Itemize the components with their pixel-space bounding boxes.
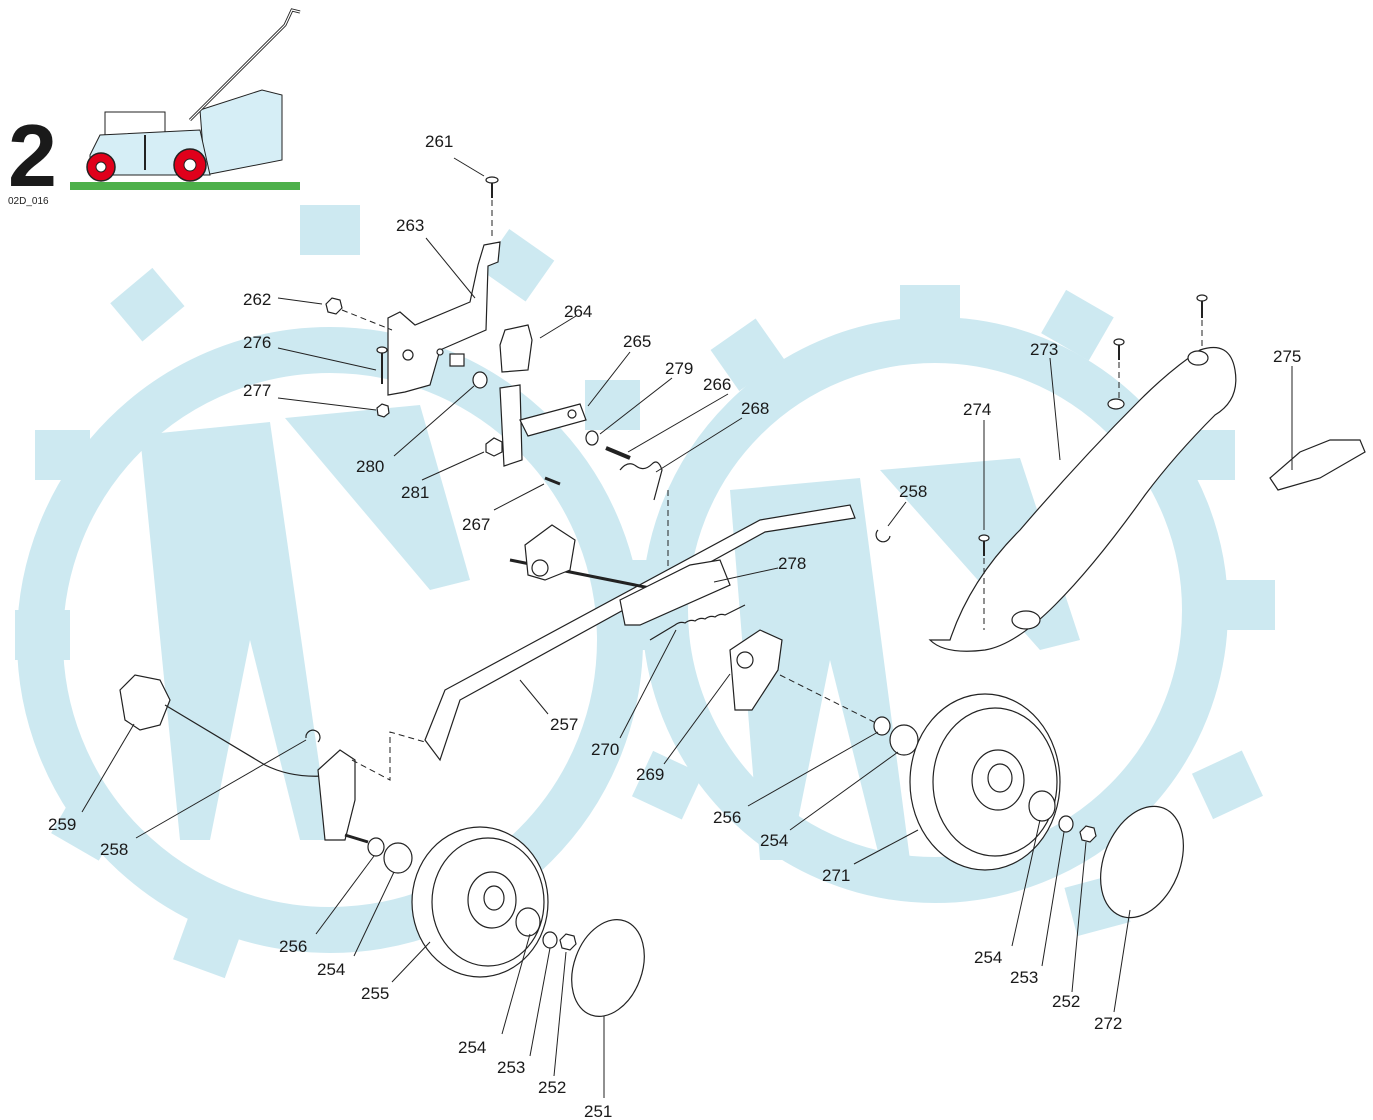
callout-254-left-a: 254: [317, 960, 345, 979]
callout-264: 264: [564, 302, 592, 321]
leader-lines: [81, 157, 1293, 1098]
nut-277: [376, 403, 390, 418]
callout-labels: 261 263 262 264 276 265 279 266 277 268 …: [48, 132, 1301, 1120]
callout-252-right: 252: [1052, 992, 1080, 1011]
callout-269: 269: [636, 765, 664, 784]
callout-274: 274: [963, 400, 991, 419]
screw-261: [485, 176, 499, 198]
callout-252-left: 252: [538, 1078, 566, 1097]
callout-254-left-b: 254: [458, 1038, 486, 1057]
hubcap-272: [1100, 805, 1184, 919]
callout-255: 255: [361, 984, 389, 1003]
callout-256-left: 256: [279, 937, 307, 956]
bracket-259: [119, 674, 171, 731]
parts: [119, 176, 1366, 1018]
bracket-263: [387, 241, 501, 396]
figure-code: 02D_016: [8, 196, 49, 207]
block-264: [499, 324, 533, 373]
hubcap-251: [571, 918, 645, 1018]
callout-253-right: 253: [1010, 968, 1038, 987]
callout-256-right: 256: [713, 808, 741, 827]
mower-icon: [70, 8, 301, 190]
callout-254-right-a: 254: [760, 831, 788, 850]
callout-268: 268: [741, 399, 769, 418]
callout-277: 277: [243, 381, 271, 400]
callout-258-right: 258: [899, 482, 927, 501]
section-number: 2: [8, 106, 57, 205]
callout-263: 263: [396, 216, 424, 235]
quadrant-278: [619, 559, 731, 626]
callout-257: 257: [550, 715, 578, 734]
wheel-255: [411, 826, 549, 978]
callout-279: 279: [665, 359, 693, 378]
callout-270: 270: [591, 740, 619, 759]
callout-265: 265: [623, 332, 651, 351]
callout-280: 280: [356, 457, 384, 476]
callout-275: 275: [1273, 347, 1301, 366]
clip-275: [1269, 439, 1366, 491]
callout-278: 278: [778, 554, 806, 573]
bracket-269: [729, 629, 783, 711]
wheel-271: [909, 693, 1061, 871]
callout-267: 267: [462, 515, 490, 534]
callout-259: 259: [48, 815, 76, 834]
callout-281: 281: [401, 483, 429, 502]
callout-253-left: 253: [497, 1058, 525, 1077]
nut-262: [325, 297, 343, 315]
plate-265: [499, 384, 523, 467]
axle-257: [424, 504, 856, 762]
callout-251: 251: [584, 1102, 612, 1120]
callout-273: 273: [1030, 340, 1058, 359]
callout-261: 261: [425, 132, 453, 151]
callout-266: 266: [703, 375, 731, 394]
callout-272: 272: [1094, 1014, 1122, 1033]
callout-258-left: 258: [100, 840, 128, 859]
callout-271: 271: [822, 866, 850, 885]
callout-254-right-b: 254: [974, 948, 1002, 967]
callout-262: 262: [243, 290, 271, 309]
nut-281: [485, 437, 503, 457]
callout-276: 276: [243, 333, 271, 352]
